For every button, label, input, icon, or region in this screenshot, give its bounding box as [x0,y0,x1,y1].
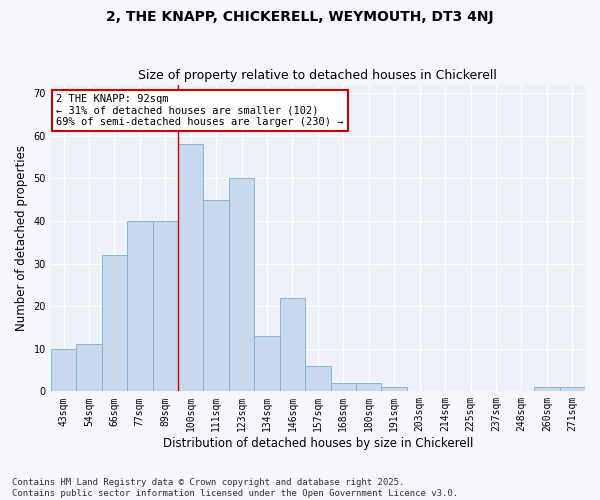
Bar [534,387,560,392]
Bar [101,255,127,392]
Bar [382,387,407,392]
Bar [203,200,229,392]
Bar [356,383,382,392]
Bar [331,383,356,392]
Text: 2, THE KNAPP, CHICKERELL, WEYMOUTH, DT3 4NJ: 2, THE KNAPP, CHICKERELL, WEYMOUTH, DT3 … [106,10,494,24]
Bar [51,348,76,392]
Bar [305,366,331,392]
Bar [560,387,585,392]
Bar [127,221,152,392]
Bar [254,336,280,392]
Title: Size of property relative to detached houses in Chickerell: Size of property relative to detached ho… [139,69,497,82]
X-axis label: Distribution of detached houses by size in Chickerell: Distribution of detached houses by size … [163,437,473,450]
Y-axis label: Number of detached properties: Number of detached properties [15,145,28,331]
Bar [178,144,203,392]
Text: Contains HM Land Registry data © Crown copyright and database right 2025.
Contai: Contains HM Land Registry data © Crown c… [12,478,458,498]
Bar [152,221,178,392]
Bar [229,178,254,392]
Bar [76,344,101,392]
Bar [280,298,305,392]
Text: 2 THE KNAPP: 92sqm
← 31% of detached houses are smaller (102)
69% of semi-detach: 2 THE KNAPP: 92sqm ← 31% of detached hou… [56,94,344,127]
